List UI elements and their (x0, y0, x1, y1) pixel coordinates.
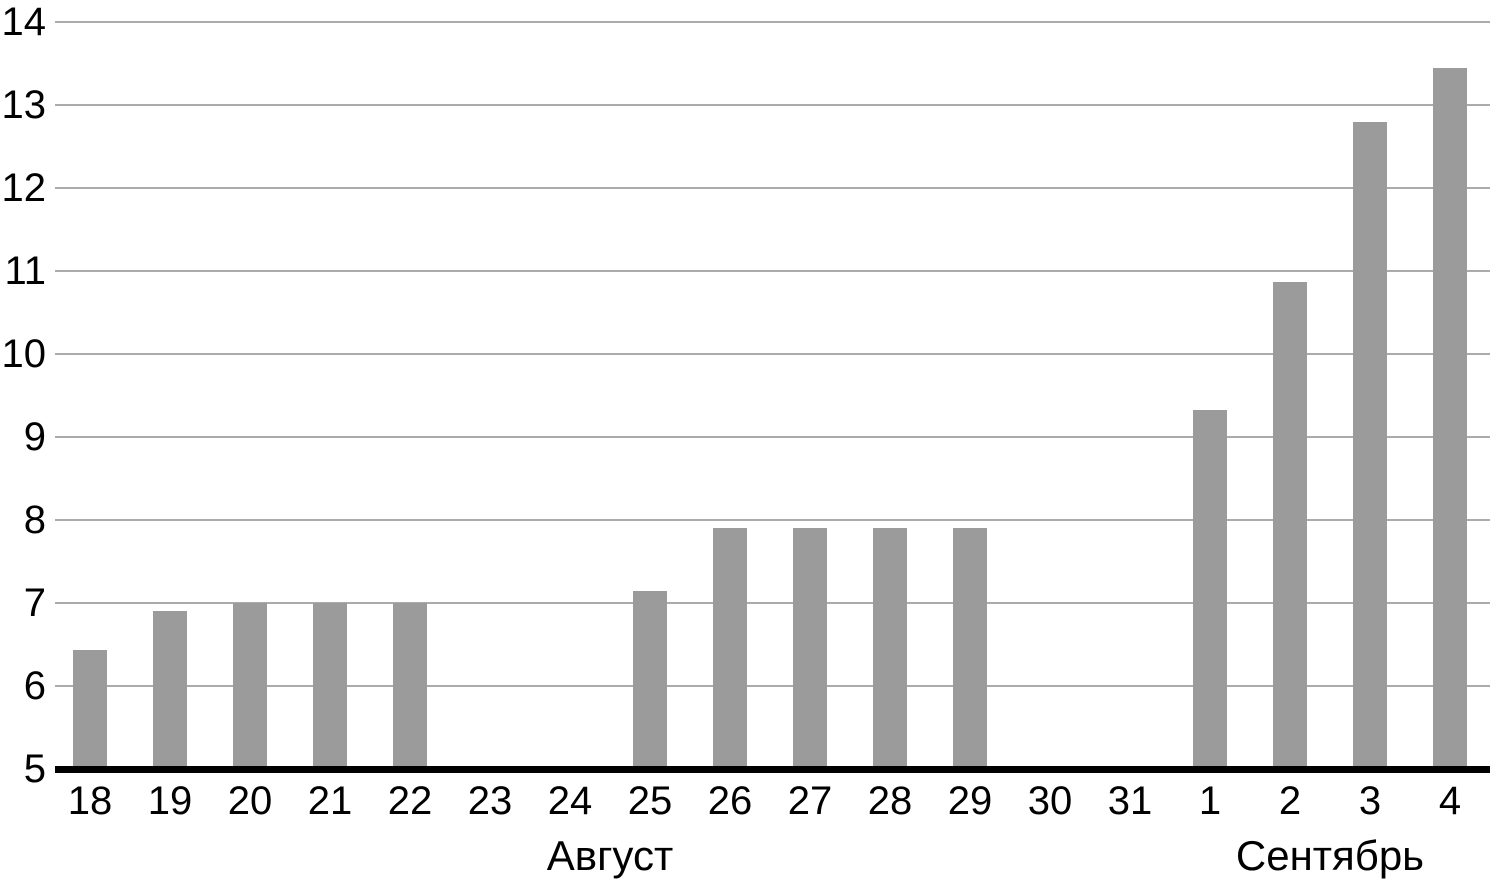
bar-2 (1273, 281, 1307, 769)
gridline-10 (55, 353, 1490, 355)
bar-3 (1353, 121, 1387, 769)
bar-4 (1433, 67, 1467, 769)
x-axis-line (55, 766, 1490, 773)
month-label-0: Август (546, 832, 674, 879)
y-axis-label-9: 9 (23, 415, 46, 459)
x-axis-label-24: 24 (547, 779, 593, 823)
y-axis-label-6: 6 (23, 664, 46, 708)
x-axis-label-18: 18 (67, 779, 113, 823)
y-axis-label-12: 12 (1, 166, 47, 210)
bar-28 (873, 528, 907, 769)
month-label-1: Сентябрь (1235, 832, 1425, 879)
bar-20 (233, 603, 267, 769)
x-axis-label-4: 4 (1438, 779, 1462, 823)
y-axis-label-13: 13 (1, 83, 47, 127)
x-axis-label-22: 22 (387, 779, 433, 823)
x-axis-label-28: 28 (867, 779, 913, 823)
y-axis-label-8: 8 (23, 498, 46, 542)
y-axis-label-14: 14 (1, 0, 47, 44)
gridline-7 (55, 602, 1490, 604)
x-axis-label-31: 31 (1107, 779, 1153, 823)
x-axis-label-2: 2 (1278, 779, 1302, 823)
y-axis-label-10: 10 (1, 332, 47, 376)
gridline-11 (55, 270, 1490, 272)
bar-21 (313, 603, 347, 769)
bar-19 (153, 611, 187, 769)
x-axis-label-27: 27 (787, 779, 833, 823)
x-axis-label-20: 20 (227, 779, 273, 823)
x-axis-label-3: 3 (1358, 779, 1382, 823)
x-axis-label-25: 25 (627, 779, 673, 823)
gridline-13 (55, 104, 1490, 106)
bar-22 (393, 603, 427, 769)
gridline-6 (55, 685, 1490, 687)
x-axis-label-21: 21 (307, 779, 353, 823)
bar-25 (633, 591, 667, 769)
bar-18 (73, 650, 107, 769)
y-axis-label-7: 7 (23, 581, 46, 625)
x-axis-label-26: 26 (707, 779, 753, 823)
y-axis-label-11: 11 (4, 249, 46, 293)
x-axis-label-23: 23 (467, 779, 513, 823)
x-axis-label-29: 29 (947, 779, 993, 823)
bar-29 (953, 528, 987, 769)
x-axis-label-1: 1 (1198, 779, 1222, 823)
gridline-14 (55, 21, 1490, 23)
gridline-9 (55, 436, 1490, 438)
bar-26 (713, 528, 747, 769)
gridline-8 (55, 519, 1490, 521)
gridline-12 (55, 187, 1490, 189)
x-axis-label-19: 19 (147, 779, 193, 823)
y-axis-label-5: 5 (23, 747, 46, 791)
bar-27 (793, 528, 827, 769)
x-axis-label-30: 30 (1027, 779, 1073, 823)
bar-1 (1193, 409, 1227, 769)
